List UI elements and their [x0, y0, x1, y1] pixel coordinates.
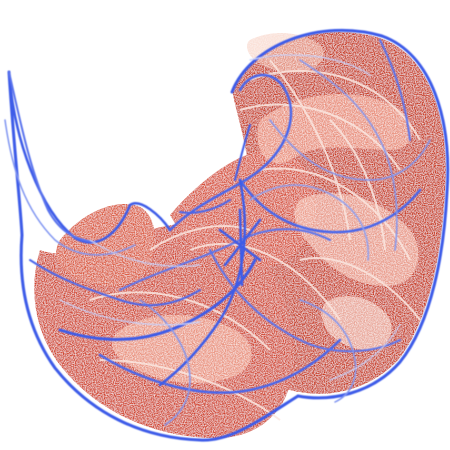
fractal-image [0, 0, 450, 450]
fractal-canvas [0, 0, 450, 450]
